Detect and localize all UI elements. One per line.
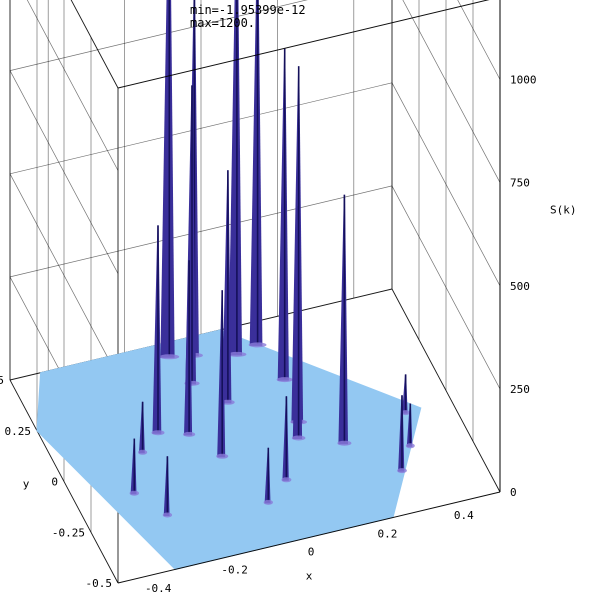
peak-foot [162, 512, 173, 518]
grid-line [391, 82, 501, 286]
grid-line [457, 0, 501, 80]
box-edge [117, 0, 490, 89]
box-edge [9, 379, 119, 584]
y-tick-label: 0.25 [5, 425, 32, 438]
peak-marks [129, 0, 415, 518]
peak-foot [281, 477, 292, 483]
peak-foot [216, 453, 229, 459]
peak-foot [221, 399, 235, 405]
grid-line [26, 0, 119, 171]
peak-foot [401, 410, 411, 416]
x-tick-label: 0 [308, 546, 315, 559]
z-tick-label: 250 [510, 383, 530, 396]
peak-foot [405, 443, 415, 449]
peak-foot [138, 449, 148, 455]
peak-spike [338, 194, 348, 445]
peak-foot [263, 499, 273, 505]
z-tick-label: 0 [510, 486, 517, 499]
peak-spike [222, 170, 232, 404]
bounding-box-front [117, 0, 501, 584]
peak-spike [228, 0, 242, 356]
peak-foot [276, 377, 293, 383]
grid-line [9, 82, 393, 175]
y-tick-label: -0.25 [52, 526, 85, 539]
grid-line [9, 0, 308, 71]
y-tick-label: 0 [51, 476, 58, 489]
axis-labels: -0.4 -0.2 0 0.2 0.4 0.5 0.25 0 -0.25 -0.5 0 250 500 7… [0, 74, 577, 595]
peak-foot [397, 468, 407, 474]
grid-line [9, 70, 119, 274]
z-tick-label: 750 [510, 177, 530, 190]
peak-foot [337, 440, 352, 446]
peak-foot [183, 431, 196, 437]
y-axis-label: y [23, 478, 30, 491]
peak-spike [184, 260, 193, 436]
peak-foot [291, 435, 306, 441]
box-edge [117, 491, 501, 584]
y-tick-label: 0.5 [0, 374, 4, 387]
z-tick-label: 500 [510, 280, 530, 293]
peak-foot [129, 490, 139, 496]
y-tick-label: -0.5 [86, 577, 113, 590]
peak-spike [249, 0, 263, 346]
grid-line [391, 185, 501, 390]
peak-foot [151, 430, 165, 436]
grid-line [9, 185, 393, 278]
x-tick-label: -0.2 [221, 564, 248, 577]
z-tick-label: 1000 [510, 74, 537, 87]
max-value-text: max=1200. [190, 16, 256, 30]
z-axis-label: S(k) [550, 203, 577, 216]
peak-spike [277, 48, 289, 381]
range-info: min=-1.95399e-12 max=1200. [190, 4, 306, 30]
peak-spike [292, 206, 303, 439]
peak-foot [159, 354, 180, 360]
x-tick-label: 0.4 [454, 509, 474, 522]
box-edge [70, 0, 119, 89]
peak-spike [217, 290, 226, 458]
grid-line [402, 0, 501, 183]
peak-spike [160, 0, 175, 358]
peak-spike [152, 225, 162, 434]
peak-foot [248, 342, 267, 348]
x-axis-label: x [306, 570, 313, 583]
x-tick-label: -0.4 [145, 582, 172, 595]
min-value-text: min=-1.95399e-12 [190, 3, 306, 17]
peak-foot [227, 351, 247, 357]
grid-line [9, 173, 119, 377]
x-tick-label: 0.2 [377, 527, 397, 540]
box-edge [391, 288, 501, 493]
